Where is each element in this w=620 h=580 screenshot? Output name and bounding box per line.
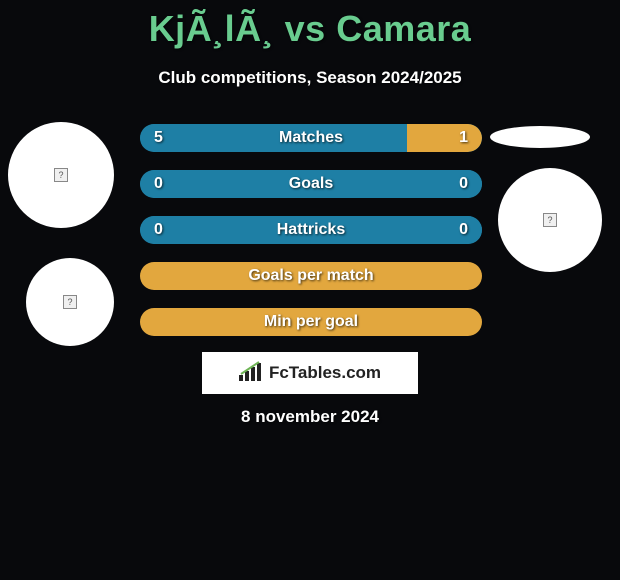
stat-value-left: 0: [154, 175, 163, 193]
image-placeholder-icon: ?: [63, 295, 77, 309]
stat-fill-right: [407, 124, 482, 152]
stat-label: Goals per match: [248, 267, 373, 285]
stat-value-left: 0: [154, 221, 163, 239]
stat-row-goals-per-match: Goals per match: [140, 262, 482, 290]
stat-row-hattricks: 0 Hattricks 0: [140, 216, 482, 244]
stat-value-right: 0: [459, 175, 468, 193]
club-right-badge: ?: [498, 168, 602, 272]
page-subtitle: Club competitions, Season 2024/2025: [0, 68, 620, 88]
image-placeholder-icon: ?: [543, 213, 557, 227]
logo-suffix: .com: [341, 363, 381, 382]
logo-text: FcTables.com: [269, 363, 381, 383]
stat-value-right: 1: [459, 129, 468, 147]
logo-main: Tables: [289, 363, 342, 382]
stat-label: Hattricks: [277, 221, 345, 239]
stat-row-goals: 0 Goals 0: [140, 170, 482, 198]
fctables-logo: FcTables.com: [202, 352, 418, 394]
image-placeholder-icon: ?: [54, 168, 68, 182]
chart-bars-icon: [239, 361, 265, 386]
stat-fill-left: [140, 124, 407, 152]
stat-value-right: 0: [459, 221, 468, 239]
stat-label: Min per goal: [264, 313, 358, 331]
page-title: KjÃ¸lÃ¸ vs Camara: [0, 0, 620, 50]
stat-row-min-per-goal: Min per goal: [140, 308, 482, 336]
stats-container: 5 Matches 1 0 Goals 0 0 Hattricks 0 Goal…: [140, 124, 482, 354]
date-label: 8 november 2024: [0, 407, 620, 427]
stat-label: Matches: [279, 129, 343, 147]
stat-value-left: 5: [154, 129, 163, 147]
logo-prefix: Fc: [269, 363, 289, 382]
player-left-avatar: ?: [8, 122, 114, 228]
player-right-ellipse: [490, 126, 590, 148]
stat-label: Goals: [289, 175, 333, 193]
club-left-badge: ?: [26, 258, 114, 346]
stat-row-matches: 5 Matches 1: [140, 124, 482, 152]
